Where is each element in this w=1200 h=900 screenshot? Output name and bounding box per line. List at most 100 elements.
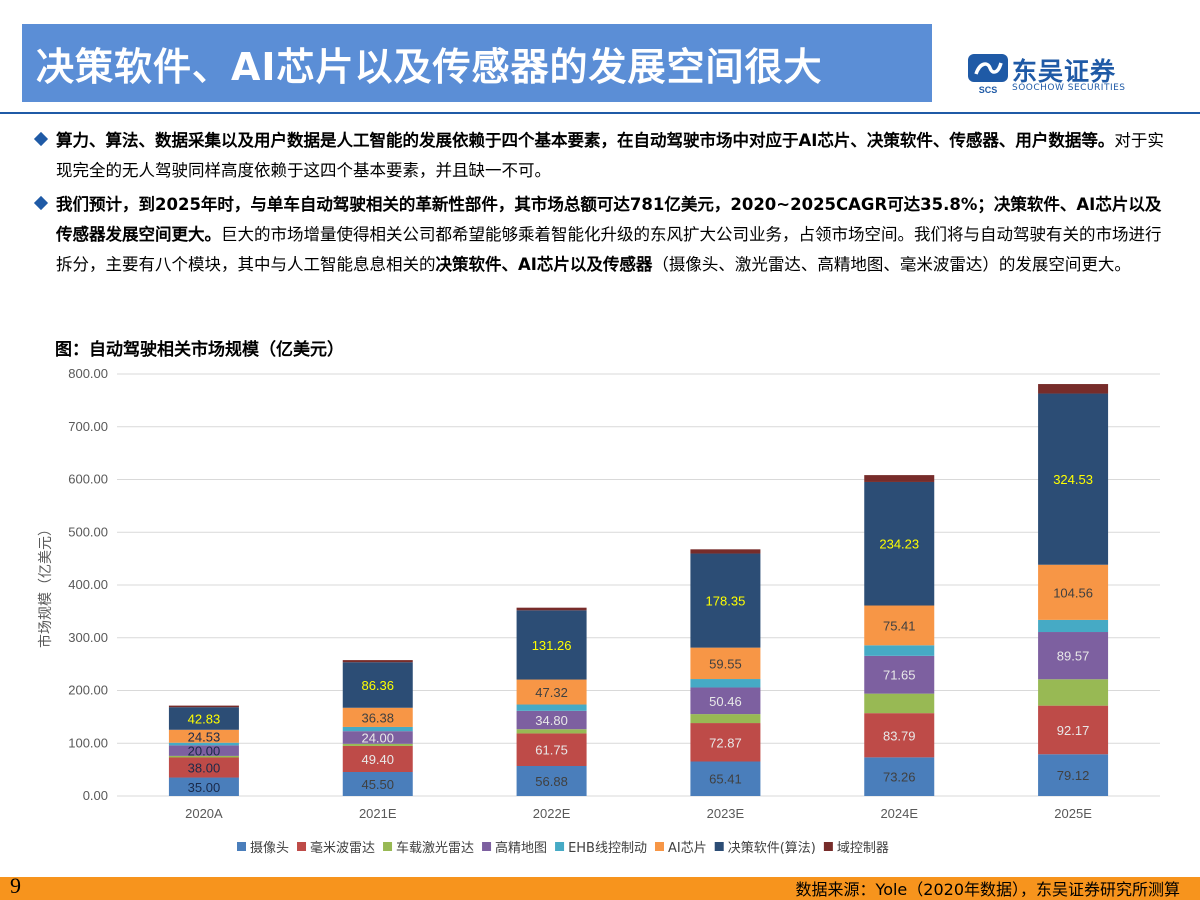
- data-label: 75.41: [883, 618, 916, 633]
- bar-segment: [342, 726, 413, 732]
- data-label: 89.57: [1057, 649, 1090, 664]
- bar-segment: [342, 731, 413, 744]
- bar-segment: [168, 729, 239, 743]
- company-logo: SCS 东吴证券 SOOCHOW SECURITIES: [968, 54, 1148, 94]
- bar-segment: [690, 687, 761, 715]
- bar-segment: [342, 660, 413, 663]
- bullet-1-bold: 算力、算法、数据采集以及用户数据是人工智能的发展依赖于四个基本要素，在自动驾驶市…: [56, 131, 1115, 150]
- logo-mark-icon: SCS: [968, 54, 1008, 94]
- bullet-item: 算力、算法、数据采集以及用户数据是人工智能的发展依赖于四个基本要素，在自动驾驶市…: [33, 126, 1174, 186]
- bar-segment: [690, 549, 761, 554]
- bar-segment: [1038, 393, 1109, 565]
- footer-bar: [0, 877, 1200, 900]
- bar-segment: [516, 607, 587, 611]
- legend-swatch: [823, 842, 833, 851]
- bullet-2-text: 巨大的市场增量使得相关公司都希望能够乘着智能化升级的东风扩大公司业务，占领市场空…: [56, 225, 1162, 274]
- bullet-2-bold-2: 决策软件、AI芯片以及传感器: [435, 255, 653, 274]
- data-label: 83.79: [883, 728, 916, 743]
- data-label: 24.53: [188, 729, 221, 744]
- x-tick-label: 2024E: [880, 806, 918, 821]
- logo-name: 东吴证券: [1012, 57, 1117, 86]
- bullet-1-text: 对于实现完全的无人驾驶同样高度依赖于这四个基本要素，并且缺一不可。: [56, 131, 1164, 180]
- y-tick-label: 400.00: [68, 577, 108, 592]
- bar-segment: [864, 757, 935, 796]
- bar-segment: [1038, 384, 1109, 394]
- data-label: 36.38: [361, 710, 394, 725]
- data-label: 71.65: [883, 668, 916, 683]
- bar-segment: [690, 761, 761, 796]
- bar-segment: [516, 733, 587, 766]
- bar-segment: [342, 743, 413, 746]
- chart-caption: 图：自动驾驶相关市场规模（亿美元）: [55, 340, 344, 360]
- data-label: 42.83: [188, 711, 221, 726]
- bullet-2-text-2: （摄像头、激光雷达、高精地图、毫米波雷达）的发展空间更大。: [652, 255, 1131, 274]
- bar-segment: [342, 707, 413, 727]
- data-label: 35.00: [188, 780, 221, 795]
- bar-segment: [690, 647, 761, 680]
- bar-segment: [1038, 632, 1109, 680]
- bar-segment: [516, 679, 587, 705]
- y-tick-label: 300.00: [68, 630, 108, 645]
- y-tick-label: 200.00: [68, 683, 108, 698]
- legend-label: 域控制器: [837, 841, 889, 856]
- bar-segment: [864, 645, 935, 656]
- data-label: 73.26: [883, 770, 916, 785]
- bar-segment: [168, 757, 239, 778]
- bar-segment: [516, 710, 587, 730]
- stacked-bar-chart: 0.00 100.00 200.00 300.00 400.00 500.00 600.00…: [37, 366, 1160, 856]
- bar-segment: [516, 765, 587, 796]
- bar-segment: [864, 475, 935, 482]
- data-label: 38.00: [188, 761, 221, 776]
- bar-segment: [168, 777, 239, 796]
- data-label: 234.23: [879, 537, 919, 552]
- bar-segment: [516, 729, 587, 734]
- data-label: 178.35: [706, 594, 746, 609]
- bar-segment: [1038, 754, 1109, 796]
- x-tick-label: 2021E: [359, 806, 397, 821]
- data-label: 49.40: [361, 752, 394, 767]
- bar-segment: [168, 707, 239, 730]
- bar-segment: [864, 713, 935, 758]
- logo-abbr: SCS: [979, 85, 998, 94]
- legend-label: 高精地图: [495, 840, 547, 856]
- bullet-list: 算力、算法、数据采集以及用户数据是人工智能的发展依赖于四个基本要素，在自动驾驶市…: [33, 126, 1174, 284]
- y-tick-label: 600.00: [68, 472, 108, 487]
- data-label: 324.53: [1053, 472, 1093, 487]
- data-label: 56.88: [535, 774, 568, 789]
- bar-segment: [690, 714, 761, 724]
- legend-label: 车载激光雷达: [396, 840, 474, 856]
- data-label: 86.36: [361, 678, 394, 693]
- diamond-bullet-icon: [33, 195, 49, 211]
- bar-segment: [1038, 705, 1109, 755]
- data-label: 131.26: [532, 638, 572, 653]
- bar-segment: [864, 481, 935, 606]
- bar-segment: [1038, 679, 1109, 706]
- legend-swatch: [654, 842, 664, 851]
- data-label: 79.12: [1057, 768, 1090, 783]
- x-tick-label: 2023E: [707, 806, 745, 821]
- bar-segment: [342, 771, 413, 796]
- x-tick-label: 2025E: [1054, 806, 1092, 821]
- bullet-2-bold: 我们预计，到2025年时，与单车自动驾驶相关的革新性部件，其市场总额可达781亿…: [56, 195, 1162, 244]
- x-tick-label: 2022E: [533, 806, 571, 821]
- y-axis-label: 市场规模（亿美元）: [37, 522, 54, 648]
- bar-segment: [690, 679, 761, 688]
- y-tick-label: 0.00: [83, 788, 108, 803]
- legend-swatch: [555, 842, 565, 851]
- data-label: 34.80: [535, 713, 568, 728]
- bar-segment: [864, 655, 935, 694]
- bar-segment: [864, 605, 935, 646]
- header-rule: [0, 112, 1200, 114]
- bar-segment: [168, 705, 239, 708]
- y-tick-label: 100.00: [68, 735, 108, 750]
- legend-label: 摄像头: [250, 841, 289, 856]
- legend-swatch: [482, 842, 492, 851]
- y-tick-label: 700.00: [68, 419, 108, 434]
- bar-segment: [168, 755, 239, 758]
- diamond-bullet-icon: [33, 131, 49, 147]
- bar-segment: [690, 723, 761, 762]
- legend-label: 毫米波雷达: [310, 840, 375, 856]
- data-label: 72.87: [709, 735, 742, 750]
- page-title: 决策软件、AI芯片以及传感器的发展空间很大: [36, 44, 823, 89]
- legend-label: 决策软件(算法): [728, 840, 816, 856]
